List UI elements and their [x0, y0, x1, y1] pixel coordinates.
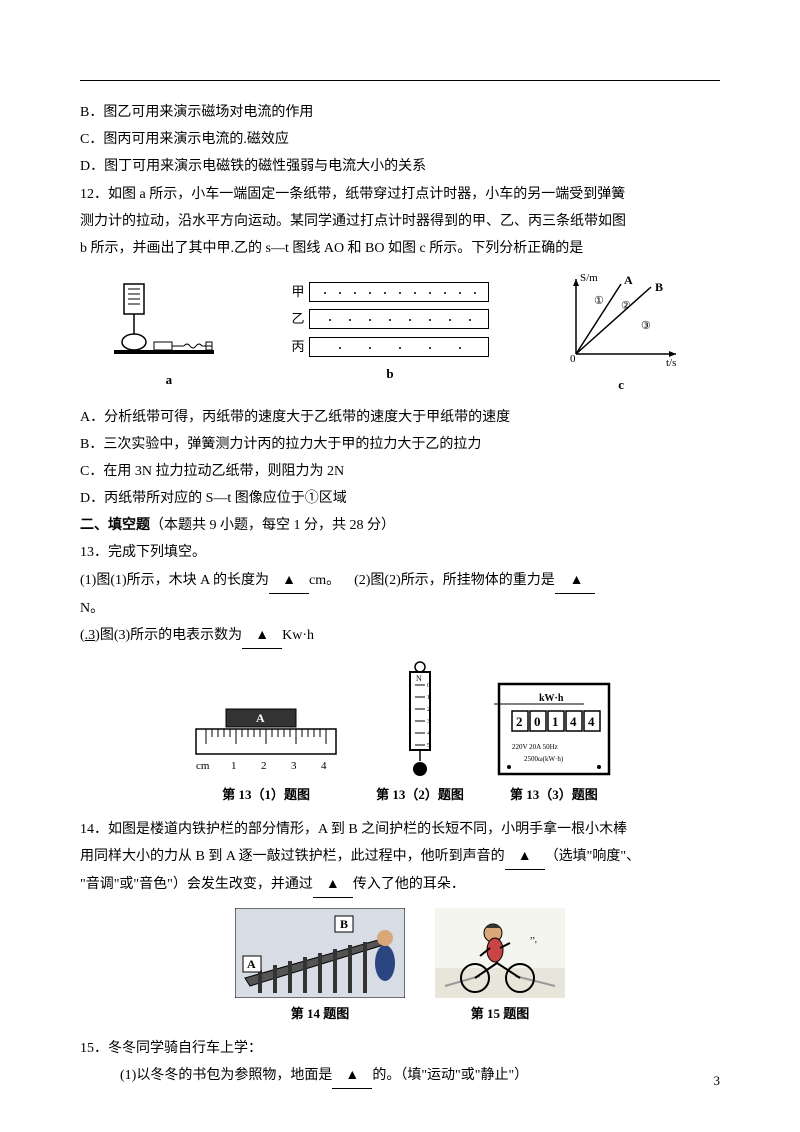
q12-optc: C．在用 3N 拉力拉动乙纸带，则阻力为 2N	[80, 459, 720, 484]
q13-3: (.3)图(3)所示的电表示数为 ▲ Kw·h	[80, 623, 720, 649]
blank-13-1: ▲	[269, 568, 309, 594]
svg-text:0: 0	[427, 683, 430, 689]
tape-bing: 丙	[291, 335, 488, 358]
ruler-diagram: A cm 1 2 3 4	[186, 699, 346, 779]
figure-12c: S/m t/s 0 A B ① ② ③ c	[556, 269, 686, 396]
svg-text:2500ω(kW·h): 2500ω(kW·h)	[524, 755, 564, 763]
svg-text:A: A	[247, 957, 256, 971]
tape-jia: 甲	[291, 280, 488, 303]
q15: 15．冬冬同学骑自行车上学：	[80, 1036, 720, 1061]
q12-line2: 测力计的拉动，沿水平方向运动。某同学通过打点计时器得到的甲、乙、丙三条纸带如图	[80, 209, 720, 234]
svg-text:4: 4	[570, 714, 577, 729]
q14-line1: 14．如图是楼道内铁护栏的部分情形，A 到 B 之间护栏的长短不同，小明手拿一根…	[80, 817, 720, 842]
blank-13-2: ▲	[555, 568, 595, 594]
figure-15: ,, ' 第 15 题图	[435, 908, 565, 1025]
fig13-3-caption: 第 13（3）题图	[510, 783, 598, 806]
svg-text:B: B	[655, 280, 663, 294]
fig12c-label: c	[618, 373, 624, 396]
q14-line3: "音调"或"音色"）会发生改变，并通过 ▲ 传入了他的耳朵．	[80, 872, 720, 898]
q12-line1: 12．如图 a 所示，小车一端固定一条纸带，纸带穿过打点计时器，小车的另一端受到…	[80, 182, 720, 207]
graph-sm-label: S/m	[580, 272, 598, 284]
blank-14-1: ▲	[505, 844, 545, 870]
st-graph: S/m t/s 0 A B ① ② ③	[556, 269, 686, 369]
fig13-1-caption: 第 13（1）题图	[222, 783, 310, 806]
q14-line2: 用同样大小的力从 B 到 A 逐一敲过铁护栏，此过程中，他听到声音的 ▲ （选填…	[80, 844, 720, 870]
q15-1: (1)以冬冬的书包为参照物，地面是 ▲ 的。（填"运动"或"静止"）	[80, 1063, 720, 1089]
graph-ts-label: t/s	[666, 357, 676, 369]
meter-diagram: kW·h 2 0 1 4 4 220V 20A 50Hz 2500ω(kW·h)	[494, 679, 614, 779]
svg-text:4: 4	[321, 760, 327, 772]
svg-text:②: ②	[621, 300, 631, 312]
section-2-title: 二、填空题（本题共 9 小题，每空 1 分，共 28 分）	[80, 513, 720, 538]
svg-text:1: 1	[231, 760, 237, 772]
svg-text:1: 1	[552, 714, 559, 729]
fig13-2-caption: 第 13（2）题图	[376, 783, 464, 806]
svg-text:cm: cm	[196, 760, 210, 772]
svg-text:3: 3	[291, 760, 297, 772]
figure-14: A B 第 14 题图	[235, 908, 405, 1025]
apparatus-diagram	[114, 274, 224, 364]
blank-13-3: ▲	[242, 623, 282, 649]
figure-13-3: kW·h 2 0 1 4 4 220V 20A 50Hz 2500ω(kW·h)…	[494, 679, 614, 806]
fig15-caption: 第 15 题图	[471, 1002, 530, 1025]
svg-text:3: 3	[427, 719, 430, 725]
q12-optb: B．三次实验中，弹簧测力计丙的拉力大于甲的拉力大于乙的拉力	[80, 432, 720, 457]
figure-13-1: A cm 1 2 3 4 第 13（1）题图	[186, 699, 346, 806]
svg-text:220V 20A 50Hz: 220V 20A 50Hz	[512, 743, 558, 751]
q13-2: N。	[80, 596, 720, 621]
svg-text:A: A	[256, 711, 265, 725]
blank-15-1: ▲	[332, 1063, 372, 1089]
figure-14-15-row: A B 第 14 题图 ,, ' 第 15 题图	[80, 908, 720, 1025]
fig14-caption: 第 14 题图	[291, 1002, 350, 1025]
option-d: D．图丁可用来演示电磁铁的磁性强弱与电流大小的关系	[80, 154, 720, 179]
q12-optd: D．丙纸带所对应的 S—t 图像应位于①区域	[80, 486, 720, 511]
page-top-rule	[80, 80, 720, 81]
q12-line3: b 所示，并画出了其中甲.乙的 s—t 图线 AO 和 BO 如图 c 所示。下…	[80, 236, 720, 261]
figure-13-2: N 0 1 2 3 4 5 第 13（2）题图	[376, 659, 464, 806]
svg-text:0: 0	[534, 714, 541, 729]
fig12b-label: b	[386, 362, 393, 385]
svg-text:2: 2	[516, 714, 523, 729]
svg-text:N: N	[416, 674, 422, 683]
page-number: 3	[714, 1069, 721, 1092]
figure-12b: 甲 乙	[291, 280, 488, 386]
figure-12-container: a 甲 乙	[80, 269, 720, 396]
svg-text:2: 2	[261, 760, 267, 772]
svg-text:2: 2	[427, 707, 430, 713]
svg-text:kW·h: kW·h	[539, 693, 564, 704]
blank-14-2: ▲	[313, 872, 353, 898]
option-b: B．图乙可用来演示磁场对电流的作用	[80, 100, 720, 125]
figure-12a: a	[114, 274, 224, 391]
bicycle-diagram: ,, '	[435, 908, 565, 998]
svg-text:①: ①	[594, 295, 604, 307]
svg-text:4: 4	[427, 731, 430, 737]
tape-yi: 乙	[291, 307, 488, 330]
figure-13-row: A cm 1 2 3 4 第 13（1）题图	[80, 659, 720, 806]
svg-text:A: A	[624, 273, 633, 287]
svg-text:B: B	[340, 917, 348, 931]
option-c: C．图丙可用来演示电流的.磁效应	[80, 127, 720, 152]
q12-opta: A．分析纸带可得，丙纸带的速度大于乙纸带的速度大于甲纸带的速度	[80, 405, 720, 430]
svg-text:': '	[535, 940, 537, 951]
svg-text:③: ③	[641, 320, 651, 332]
q13: 13．完成下列填空。	[80, 540, 720, 565]
svg-text:1: 1	[427, 695, 430, 701]
svg-text:4: 4	[588, 714, 595, 729]
railing-diagram: A B	[235, 908, 405, 998]
spring-scale-diagram: N 0 1 2 3 4 5	[395, 659, 445, 779]
svg-text:5: 5	[427, 743, 430, 749]
svg-text:0: 0	[570, 353, 576, 365]
q13-1: (1)图(1)所示，木块 A 的长度为 ▲ cm。 (2)图(2)所示，所挂物体…	[80, 568, 720, 594]
fig12a-label: a	[166, 368, 173, 391]
